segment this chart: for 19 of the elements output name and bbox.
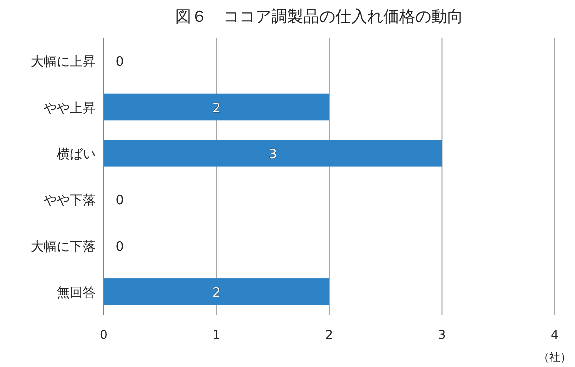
data-label: 3 (268, 147, 278, 162)
data-label: 2 (212, 101, 221, 116)
x-tick-label: 4 (551, 328, 559, 342)
y-tick-label: やや上昇 (44, 101, 96, 116)
y-tick-label: 横ばい (57, 147, 96, 162)
x-tick-label: 1 (212, 328, 221, 342)
x-tick-label: 0 (100, 328, 108, 342)
y-tick-label: 大幅に上昇 (31, 55, 96, 70)
data-label: 0 (116, 240, 124, 255)
data-label: 0 (116, 55, 124, 70)
data-label: 0 (116, 194, 124, 209)
x-axis-title: （社） (538, 351, 572, 364)
y-tick-label: 無回答 (57, 286, 96, 301)
y-tick-label: やや下落 (44, 194, 96, 209)
data-label: 2 (212, 286, 221, 301)
x-tick-label: 3 (438, 328, 446, 342)
y-tick-label: 大幅に下落 (31, 240, 96, 255)
x-tick-label: 2 (326, 328, 334, 342)
chart-title: 図６ ココア調製品の仕入れ価格の動向 (176, 7, 464, 26)
